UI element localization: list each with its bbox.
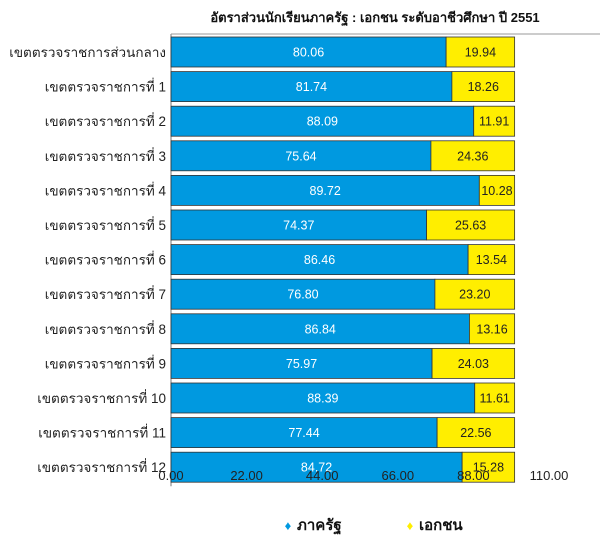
x-axis-ticks: 0.00 22.00 44.00 66.00 88.00 110.00	[158, 468, 568, 483]
bar-value-label: 75.97	[286, 357, 317, 371]
bar-value-label: 22.56	[460, 426, 491, 440]
bar-value-label: 88.39	[307, 392, 338, 406]
bar-segment-private	[467, 244, 516, 276]
bar-value-label: 23.20	[459, 288, 490, 302]
category-label: เขตตรวจราชการที่ 10	[37, 389, 166, 406]
bar-row: 84.72 15.28	[170, 451, 516, 483]
bar-segment-private	[426, 209, 516, 241]
bar-segment-public	[170, 209, 427, 241]
bar-segment-public	[170, 140, 432, 172]
bar-value-label: 24.03	[458, 357, 489, 371]
bar-value-label: 11.91	[479, 115, 509, 129]
bar-value-label: 86.46	[304, 253, 335, 267]
bar-value-label: 81.74	[296, 80, 327, 94]
legend-item-label: ภาครัฐ	[297, 517, 342, 535]
category-label: เขตตรวจราชการที่ 7	[45, 285, 166, 302]
bar-segment-public	[170, 71, 453, 102]
bar-value-label: 74.37	[283, 219, 314, 233]
bar-value-label: 11.61	[480, 392, 510, 406]
bar-segment-private	[474, 382, 516, 414]
bar-value-label: 25.63	[455, 219, 486, 233]
bar-segment-public	[170, 382, 476, 414]
x-tick-label: 88.00	[457, 468, 490, 483]
category-label: เขตตรวจราชการที่ 4	[45, 181, 167, 198]
bar-row: 86.46 13.54	[170, 244, 516, 276]
bar-row: 74.37 25.63	[170, 209, 516, 241]
bar-segment-public	[170, 244, 469, 276]
bar-value-label: 84.72	[301, 461, 332, 475]
x-tick-label: 22.00	[230, 468, 263, 483]
category-label: เขตตรวจราชการที่ 5	[45, 216, 166, 233]
legend: ♦ ภาครัฐ ♦ เอกชน	[285, 517, 464, 535]
bar-segment-private	[461, 451, 516, 483]
x-tick-label: 110.00	[530, 468, 569, 483]
bar-segment-private	[436, 417, 516, 449]
bar-segment-public	[170, 417, 438, 449]
bar-segment-public	[170, 105, 475, 137]
bars-layer: 80.06 19.94 81.74 18.26 88.09 11.91 75.64 24.36…	[170, 36, 516, 483]
legend-marker-icon: ♦	[407, 518, 414, 533]
bar-segment-private	[445, 36, 516, 68]
category-label: เขตตรวจราชการที่ 3	[45, 147, 166, 164]
bar-value-label: 88.09	[307, 115, 338, 129]
bar-value-label: 13.54	[476, 253, 507, 267]
bar-row: 75.64 24.36	[170, 140, 516, 172]
bar-segment-public	[170, 451, 463, 483]
bar-row: 80.06 19.94	[170, 36, 516, 68]
bar-value-label: 10.28	[481, 184, 512, 198]
bar-value-label: 80.06	[293, 46, 324, 60]
x-tick-label: 44.00	[306, 468, 339, 483]
category-label: เขตตรวจราชการที่ 2	[45, 112, 166, 129]
bar-row: 88.09 11.91	[170, 105, 516, 137]
bar-row: 76.80 23.20	[170, 278, 516, 310]
category-label: เขตตรวจราชการที่ 1	[45, 78, 166, 95]
chart-title: อัตราส่วนนักเรียนภาครัฐ : เอกชน ระดับอาช…	[210, 10, 539, 27]
bar-value-label: 19.94	[465, 46, 496, 60]
bar-segment-public	[170, 174, 480, 206]
bar-segment-private	[451, 71, 516, 102]
bar-segment-public	[170, 347, 433, 379]
bar-segment-private	[473, 105, 516, 137]
bar-row: 81.74 18.26	[170, 71, 516, 102]
bar-segment-private	[431, 347, 516, 379]
bar-value-label: 18.26	[468, 80, 499, 94]
bar-value-label: 75.64	[285, 149, 316, 163]
category-label: เขตตรวจราชการที่ 9	[45, 354, 166, 371]
bar-value-label: 86.84	[305, 322, 336, 336]
category-label: เขตตรวจราชการที่ 8	[45, 320, 166, 337]
bar-row: 89.72 10.28	[170, 174, 516, 206]
bar-value-label: 76.80	[287, 288, 318, 302]
legend-marker-icon: ♦	[285, 518, 292, 533]
legend-item-label: เอกชน	[419, 517, 463, 534]
bar-value-label: 77.44	[288, 426, 319, 440]
bar-value-label: 89.72	[310, 184, 341, 198]
category-label: เขตตรวจราชการที่ 12	[37, 458, 166, 475]
bar-segment-private	[434, 278, 516, 310]
bar-segment-private	[430, 140, 516, 172]
x-tick-label: 0.00	[158, 468, 183, 483]
bar-value-label: 24.36	[457, 149, 488, 163]
bar-segment-public	[170, 278, 436, 310]
bar-segment-private	[469, 313, 516, 345]
bar-row: 75.97 24.03	[170, 347, 516, 379]
bar-row: 86.84 13.16	[170, 313, 516, 345]
x-tick-label: 66.00	[382, 468, 415, 483]
bar-value-label: 15.28	[473, 461, 504, 475]
bar-row: 88.39 11.61	[170, 382, 516, 414]
bar-segment-public	[170, 36, 447, 68]
bar-row: 77.44 22.56	[170, 417, 516, 449]
category-label: เขตตรวจราชการที่ 6	[45, 251, 166, 268]
bar-segment-private	[478, 174, 516, 206]
category-label: เขตตรวจราชการส่วนกลาง	[9, 45, 166, 60]
category-label: เขตตรวจราชการที่ 11	[38, 424, 166, 441]
bar-value-label: 13.16	[476, 322, 507, 336]
